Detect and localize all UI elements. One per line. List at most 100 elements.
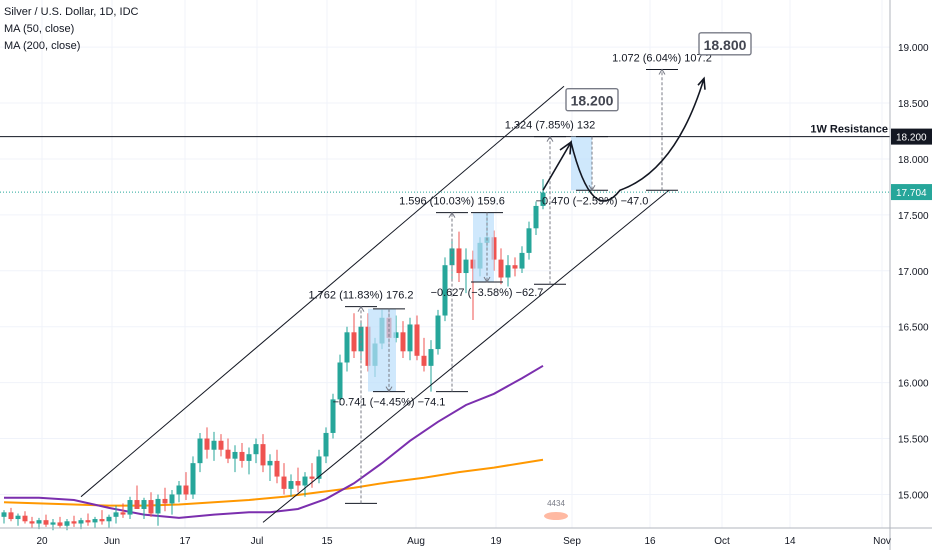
last-price-label: 17.704 (896, 188, 927, 199)
ma200-line (3, 458, 544, 507)
pullback-range-box (571, 136, 592, 191)
resistance-label: 1W Resistance (810, 124, 888, 136)
candle-body (15, 515, 21, 520)
x-tick-label: 20 (36, 536, 48, 547)
channel-upper-line (80, 85, 565, 498)
x-tick-label: Jun (104, 536, 120, 547)
candle-body (400, 332, 406, 352)
measure-label: 1.762 (11.83%) 176.2 (309, 290, 414, 302)
candle-body (351, 332, 357, 352)
y-tick-label: 16.500 (898, 323, 929, 334)
candle-body (246, 454, 252, 461)
ma200-legend[interactable]: MA (200, close) (4, 40, 81, 52)
y-tick-label: 17.500 (898, 211, 929, 222)
candle-body (260, 444, 266, 466)
candle-body (141, 500, 147, 509)
projection-path (542, 78, 705, 202)
candle-body (43, 520, 49, 525)
candle-body (456, 248, 462, 274)
target-label: 18.200 (571, 93, 614, 109)
candle-body (316, 456, 322, 479)
chart-legend: Silver / U.S. Dollar, 1D, IDC MA (50, cl… (4, 4, 138, 55)
y-tick-label: 15.500 (898, 435, 929, 446)
candle-body (414, 324, 420, 356)
candle-body (1, 512, 7, 517)
measure-arrowhead (483, 276, 491, 283)
candle-body (8, 512, 14, 520)
ma50-line (4, 364, 544, 519)
candle-body (540, 192, 546, 206)
pullback-range-box (473, 212, 494, 282)
candle-body (330, 399, 336, 433)
watermark-label: 4434 (547, 499, 565, 508)
ma50-line-group (4, 364, 544, 519)
candle-body (204, 438, 210, 450)
candle-body (218, 440, 224, 450)
x-tick-label: 16 (644, 536, 656, 547)
y-tick-label: 19.000 (898, 43, 929, 54)
measure-arrowhead (658, 68, 666, 75)
x-tick-label: Oct (714, 536, 730, 547)
candle-body (253, 444, 259, 455)
target-label: 18.800 (704, 37, 747, 53)
candle-body (323, 432, 329, 457)
candle-body (288, 481, 294, 489)
candle-body (428, 349, 434, 366)
measure-label: 1.324 (7.85%) 132 (505, 120, 596, 132)
candle-body (225, 449, 231, 459)
candle-body (50, 522, 56, 525)
candle-body (512, 265, 518, 269)
candle-body (113, 512, 119, 517)
ma50-legend[interactable]: MA (50, close) (4, 23, 75, 35)
candle-body (155, 498, 161, 514)
projection-arrow-1 (559, 140, 572, 155)
candle-body (463, 259, 469, 274)
x-tick-label: 15 (321, 536, 333, 547)
candle-body (197, 438, 203, 464)
drawings-group: 1W Resistance 1.762 (11.83%) 176.2 1.596 (… (0, 32, 890, 523)
candle-body (232, 451, 238, 459)
target-callout (565, 87, 619, 112)
target-callout (698, 32, 752, 56)
candle-body (99, 519, 105, 522)
candle-body (344, 332, 350, 363)
candle-body (92, 519, 98, 523)
pullback-range-box (368, 308, 396, 392)
candle-body (29, 521, 35, 524)
y-tick-label: 16.000 (898, 379, 929, 390)
projection-arrow-2 (697, 76, 706, 90)
channel-lower-line (262, 189, 670, 523)
x-tick-label: Jul (251, 536, 264, 547)
candle-body (183, 485, 189, 495)
x-tick-label: Sep (563, 536, 581, 547)
candle-body (295, 481, 301, 486)
y-tick-label: 15.000 (898, 490, 929, 501)
candle-body (449, 248, 455, 266)
candle-body (421, 355, 427, 366)
x-tick-label: Aug (407, 536, 425, 547)
candle-body (134, 500, 140, 509)
measure-arrowhead (357, 305, 365, 312)
candle-body (211, 440, 217, 450)
y-tick-label: 18.000 (898, 155, 929, 166)
symbol-title[interactable]: Silver / U.S. Dollar, 1D, IDC (4, 6, 139, 18)
x-tick-label: 19 (490, 536, 502, 547)
candle-body (169, 494, 175, 504)
measure-arrowhead (588, 185, 596, 192)
y-tick-label: 17.000 (898, 267, 929, 278)
candle-body (190, 463, 196, 495)
watermark-logo (544, 512, 568, 520)
resistance-price-label: 18.200 (896, 133, 927, 144)
candle-body (407, 324, 413, 352)
measure-arrowhead (546, 135, 554, 142)
candle-body (435, 315, 441, 350)
candle-body (22, 515, 28, 522)
candle-body (267, 460, 273, 466)
measure-label: 1.072 (6.04%) 107.2 (612, 53, 712, 65)
x-tick-label: 17 (179, 536, 191, 547)
candle-body (78, 520, 84, 524)
measure-label: 1.596 (10.03%) 159.6 (399, 196, 505, 208)
resistance-price-tag (891, 128, 932, 145)
